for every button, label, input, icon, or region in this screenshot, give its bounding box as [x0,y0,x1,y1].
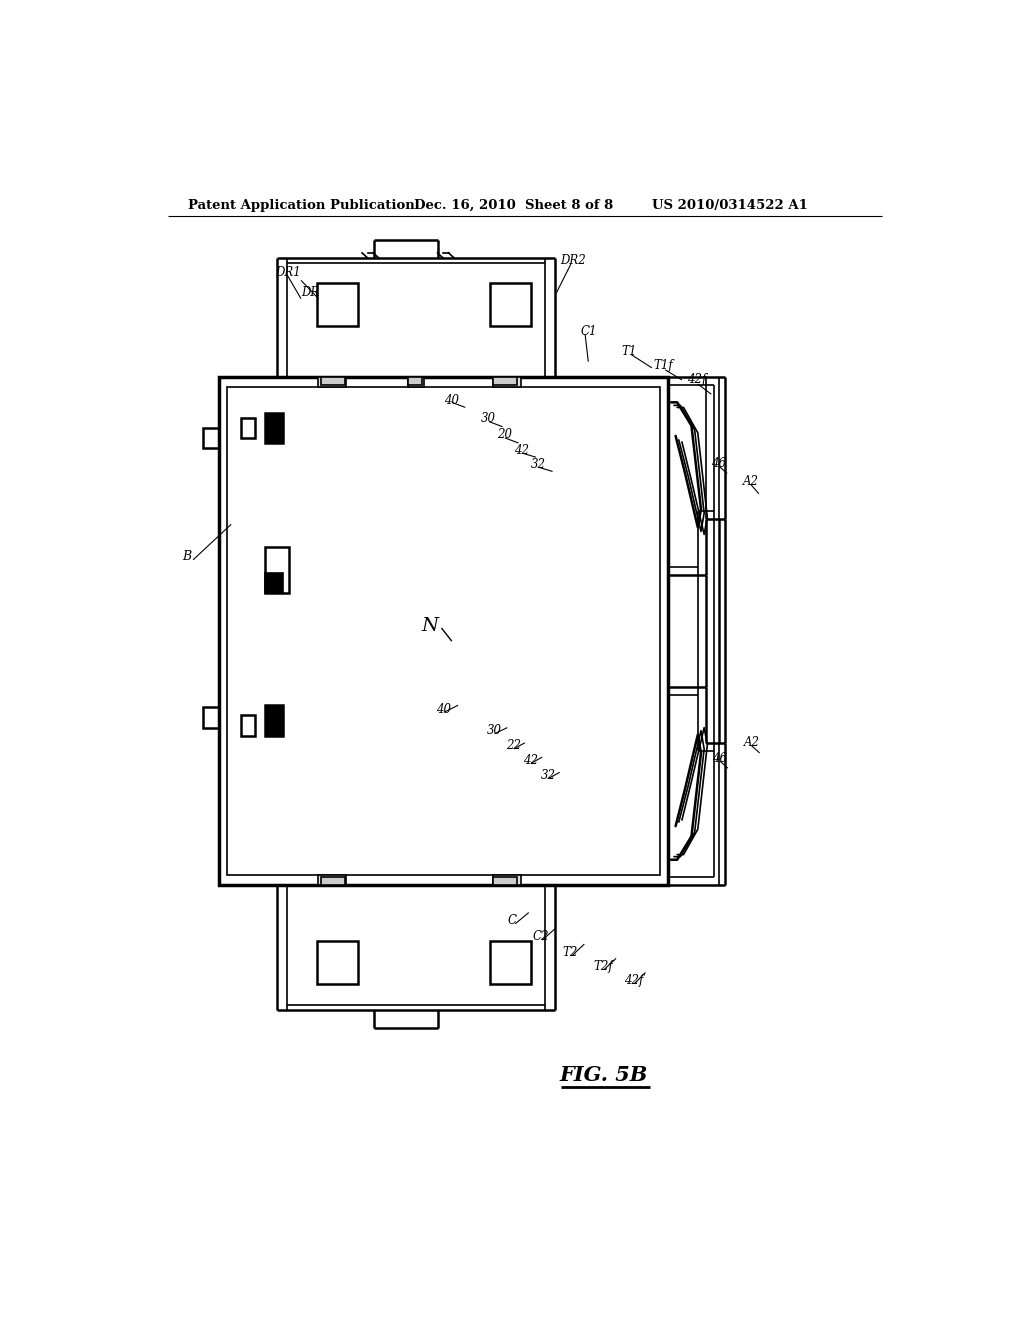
Text: Dec. 16, 2010  Sheet 8 of 8: Dec. 16, 2010 Sheet 8 of 8 [414,199,613,213]
Bar [241,715,255,735]
Bar [489,284,531,326]
Bar [265,573,283,594]
Text: 42: 42 [514,444,529,457]
Text: 32: 32 [541,768,556,781]
Text: FIG. 5B: FIG. 5B [560,1065,648,1085]
Bar [494,378,521,387]
Bar [265,705,283,735]
Text: 46: 46 [712,457,726,470]
Text: B: B [182,550,191,562]
Text: Patent Application Publication: Patent Application Publication [188,199,415,213]
Text: C: C [507,915,516,927]
Text: 30: 30 [481,412,497,425]
Bar [494,876,517,886]
Text: DR1: DR1 [275,265,301,279]
Bar [321,378,345,385]
Bar [318,875,346,886]
Bar [219,378,668,886]
Text: T1: T1 [622,345,637,358]
Bar [265,546,289,594]
Bar [204,708,219,727]
Bar [265,413,283,444]
Text: T2f: T2f [593,960,612,973]
Bar [321,876,345,886]
Text: C1: C1 [581,325,597,338]
Bar [489,941,531,983]
Text: 42f: 42f [687,374,707,387]
Bar [409,378,423,385]
Text: 42f: 42f [624,974,643,987]
Text: 40: 40 [443,393,459,407]
Text: 22: 22 [506,739,521,752]
Text: T1f: T1f [653,359,673,372]
Bar [227,387,659,875]
Bar [204,428,219,447]
Bar [241,417,255,438]
Text: 30: 30 [486,725,502,737]
Text: 46: 46 [712,751,727,764]
Bar [494,378,517,385]
Bar [409,378,424,387]
Bar [494,875,521,886]
Text: DR: DR [301,286,319,300]
Text: 20: 20 [497,429,512,441]
Text: 40: 40 [436,702,451,715]
Text: US 2010/0314522 A1: US 2010/0314522 A1 [652,199,808,213]
Text: C2: C2 [532,931,549,944]
Text: 42: 42 [523,754,539,767]
Text: A2: A2 [743,475,759,488]
Bar [318,378,346,387]
Bar [316,284,358,326]
Text: A2: A2 [743,737,760,750]
Text: DR2: DR2 [560,253,587,267]
Text: N: N [421,616,438,635]
Text: T2: T2 [563,945,579,958]
Bar [316,941,358,983]
Text: 32: 32 [531,458,546,471]
